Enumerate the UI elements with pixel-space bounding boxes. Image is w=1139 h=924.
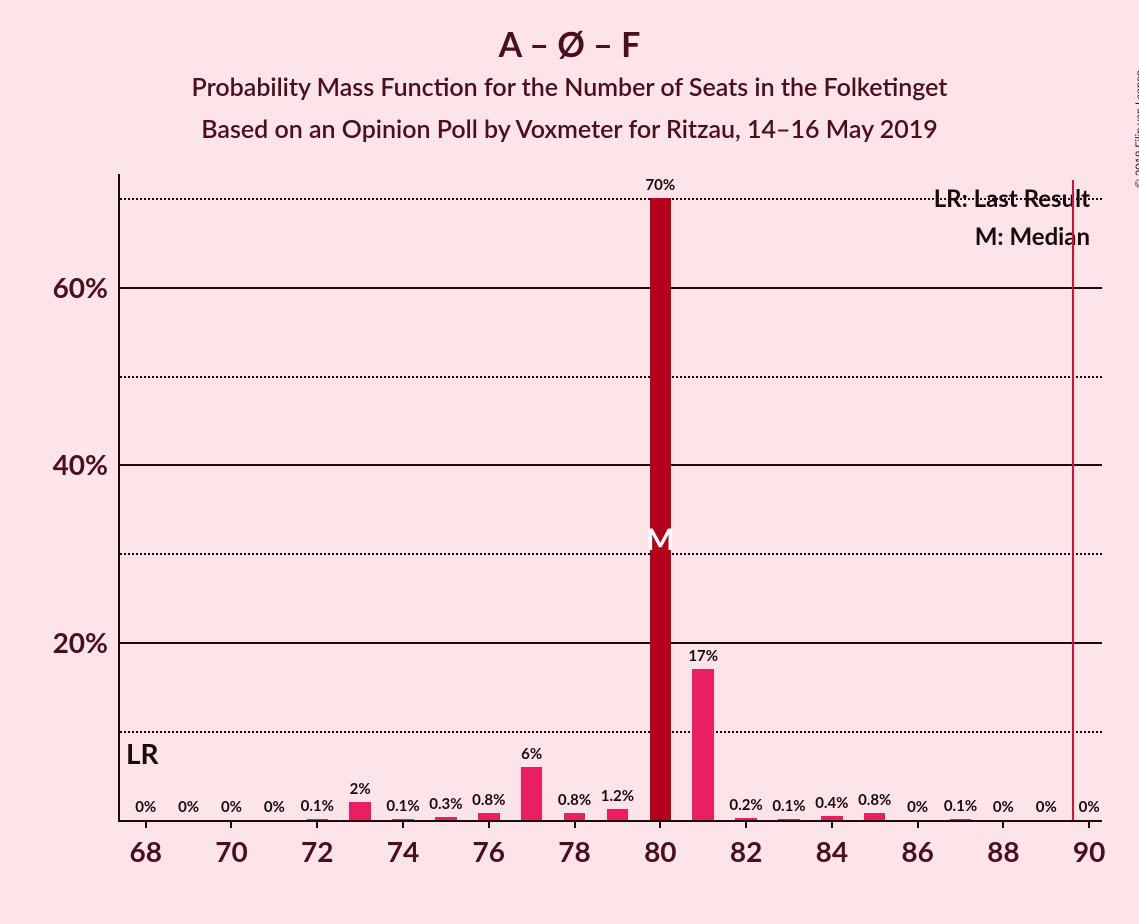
- lr-label: LR: [126, 736, 159, 770]
- x-tick-mark: [574, 820, 576, 828]
- bar-value-label: 0.3%: [429, 795, 462, 813]
- bar: 2%: [349, 802, 370, 820]
- chart-title: A – Ø – F: [0, 24, 1139, 65]
- bar-value-label: 0%: [135, 798, 156, 816]
- bar-median: 70%M: [650, 198, 671, 820]
- y-tick-label: 60%: [53, 270, 108, 304]
- bar: 0.1%: [392, 819, 413, 820]
- x-tick-mark: [1002, 820, 1004, 828]
- bar: 0.8%: [478, 813, 499, 820]
- bar: 0.4%: [821, 816, 842, 820]
- chart-plot-area: LR: Last Result M: Median 20%40%60%68707…: [120, 180, 1102, 820]
- chart-subtitle-2: Based on an Opinion Poll by Voxmeter for…: [0, 114, 1139, 144]
- x-tick-label: 84: [816, 834, 848, 868]
- bar-value-label: 0%: [1079, 798, 1100, 816]
- bar-value-label: 0.1%: [301, 797, 334, 815]
- chart-subtitle-1: Probability Mass Function for the Number…: [0, 72, 1139, 102]
- grid-line: [120, 642, 1102, 644]
- bar-value-label: 0.2%: [729, 796, 762, 814]
- bar: 6%: [521, 767, 542, 820]
- x-tick-mark: [230, 820, 232, 828]
- x-tick-label: 74: [387, 834, 419, 868]
- x-tick-label: 70: [215, 834, 247, 868]
- bar: 0.3%: [435, 817, 456, 820]
- bar-value-label: 70%: [645, 176, 675, 194]
- x-tick-label: 72: [301, 834, 333, 868]
- x-tick-label: 88: [987, 834, 1019, 868]
- bar: 0.2%: [735, 818, 756, 820]
- bar-value-label: 0%: [993, 798, 1014, 816]
- x-axis-line: [118, 820, 1102, 822]
- x-tick-label: 80: [644, 834, 676, 868]
- grid-line-minor: [120, 198, 1102, 200]
- median-label: M: [646, 521, 674, 557]
- grid-line: [120, 464, 1102, 466]
- bar-value-label: 0.8%: [472, 791, 505, 809]
- bar-value-label: 0.8%: [558, 791, 591, 809]
- grid-line: [120, 287, 1102, 289]
- bar-value-label: 0.1%: [772, 797, 805, 815]
- bar-value-label: 2%: [350, 780, 371, 798]
- bar: 0.1%: [307, 819, 328, 820]
- x-tick-mark: [745, 820, 747, 828]
- x-tick-mark: [488, 820, 490, 828]
- grid-line-minor: [120, 376, 1102, 378]
- x-tick-mark: [917, 820, 919, 828]
- x-tick-mark: [831, 820, 833, 828]
- y-axis-line: [118, 174, 120, 820]
- bar: 0.8%: [564, 813, 585, 820]
- bar-value-label: 0%: [221, 798, 242, 816]
- bar-value-label: 0.1%: [386, 797, 419, 815]
- x-tick-mark: [145, 820, 147, 828]
- bar-value-label: 0.1%: [944, 797, 977, 815]
- x-tick-label: 90: [1073, 834, 1105, 868]
- x-tick-mark: [402, 820, 404, 828]
- bar: 17%: [692, 669, 713, 820]
- bar-value-label: 0%: [907, 798, 928, 816]
- x-tick-mark: [316, 820, 318, 828]
- x-tick-label: 86: [901, 834, 933, 868]
- bar: 0.1%: [778, 819, 799, 820]
- y-tick-label: 20%: [53, 625, 108, 659]
- bar-value-label: 0%: [178, 798, 199, 816]
- bar: 1.2%: [607, 809, 628, 820]
- bar-value-label: 17%: [688, 647, 718, 665]
- bar-value-label: 1.2%: [601, 787, 634, 805]
- grid-line-minor: [120, 553, 1102, 555]
- bar-value-label: 6%: [521, 745, 542, 763]
- lr-line: [1072, 180, 1074, 820]
- x-tick-mark: [659, 820, 661, 828]
- y-tick-label: 40%: [53, 447, 108, 481]
- x-tick-mark: [1088, 820, 1090, 828]
- x-tick-label: 82: [730, 834, 762, 868]
- bar-value-label: 0%: [1036, 798, 1057, 816]
- chart-credit: © 2019 Filip van Laenen: [1133, 70, 1139, 188]
- bar: 0.1%: [950, 819, 971, 820]
- grid-line-minor: [120, 731, 1102, 733]
- bar-value-label: 0%: [264, 798, 285, 816]
- bar-value-label: 0.4%: [815, 794, 848, 812]
- x-tick-label: 76: [473, 834, 505, 868]
- x-tick-label: 78: [558, 834, 590, 868]
- x-tick-label: 68: [129, 834, 161, 868]
- bar-value-label: 0.8%: [858, 791, 891, 809]
- bar: 0.8%: [864, 813, 885, 820]
